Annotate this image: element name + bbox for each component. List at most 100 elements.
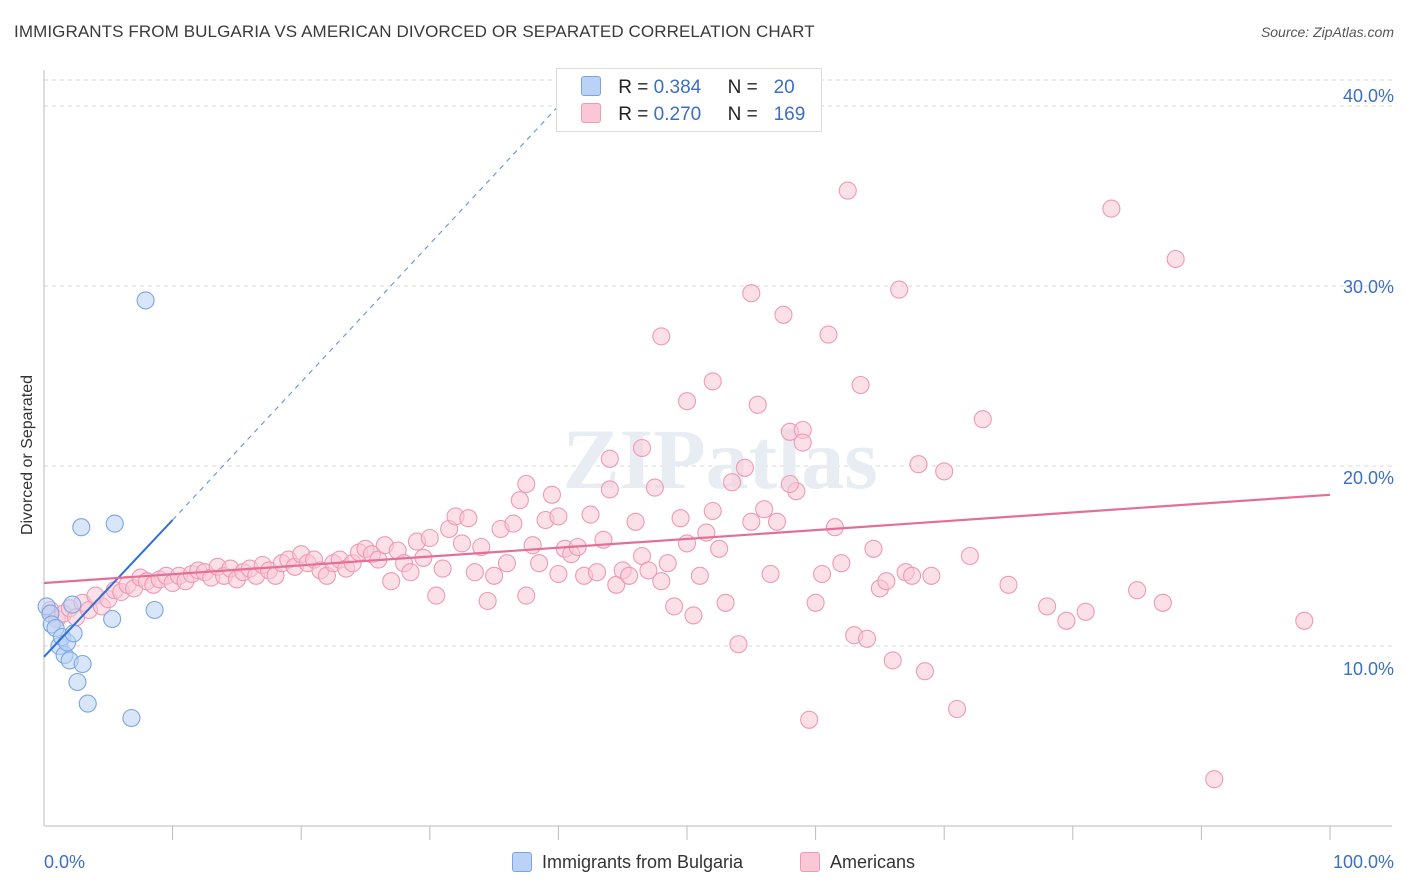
bulgaria-point xyxy=(68,672,87,692)
american-point xyxy=(774,305,793,324)
american-point xyxy=(600,449,619,468)
american-point xyxy=(690,566,709,585)
r-label: R = xyxy=(618,77,649,98)
axes xyxy=(43,70,1392,840)
trend-lines xyxy=(43,105,1331,658)
american-point xyxy=(485,566,504,585)
bulgaria-point xyxy=(73,654,92,674)
american-point xyxy=(517,474,536,494)
american-point xyxy=(857,629,877,648)
american-point xyxy=(452,534,472,553)
american-point xyxy=(382,572,401,591)
american-point xyxy=(825,518,844,537)
x-tick-min: 0.0% xyxy=(44,852,86,872)
american-point xyxy=(427,586,446,605)
american-point xyxy=(729,635,748,654)
american-point xyxy=(999,575,1018,594)
n-label: N = xyxy=(727,77,758,98)
american-point xyxy=(549,564,568,584)
american-point xyxy=(767,512,787,531)
american-point xyxy=(703,501,722,521)
american-point xyxy=(877,572,896,591)
legend-row-americans: R = 0.270 N = 169 xyxy=(581,103,805,126)
american-point xyxy=(960,546,979,566)
american-point xyxy=(639,561,658,580)
american-point xyxy=(497,554,517,573)
american-point xyxy=(780,474,799,494)
american-point xyxy=(890,280,909,299)
american-point xyxy=(523,536,542,555)
american-point xyxy=(838,181,857,200)
legend-swatch-blue xyxy=(581,76,601,96)
bulgaria-trend-extension xyxy=(172,105,559,521)
legend-item-americans: Americans xyxy=(800,852,915,873)
american-point xyxy=(652,327,671,346)
american-point xyxy=(909,455,928,474)
american-point xyxy=(626,512,645,531)
american-point xyxy=(819,325,838,344)
american-point xyxy=(542,485,562,504)
american-point xyxy=(973,410,992,429)
american-point xyxy=(465,563,484,582)
american-point xyxy=(581,505,600,524)
american-point xyxy=(684,606,703,625)
american-point xyxy=(922,566,941,585)
american-point xyxy=(902,566,922,585)
x-tick-max: 100.0% xyxy=(1332,852,1394,872)
american-point xyxy=(504,514,523,533)
american-point xyxy=(632,438,652,458)
americans-trend-line xyxy=(43,493,1331,585)
chart-title: IMMIGRANTS FROM BULGARIA VS AMERICAN DIV… xyxy=(14,22,815,41)
y-tick-40: 40.0% xyxy=(1342,86,1394,106)
bulgaria-point xyxy=(136,291,155,310)
bulgaria-trend-line xyxy=(43,519,174,658)
american-point xyxy=(703,372,722,391)
source-label: Source: ZipAtlas.com xyxy=(1260,24,1394,40)
american-point xyxy=(1102,199,1121,218)
american-point xyxy=(735,458,754,477)
bulgaria-point xyxy=(145,600,164,620)
american-point xyxy=(510,491,529,510)
bulgaria-points xyxy=(37,291,164,728)
american-point xyxy=(420,528,439,548)
american-point xyxy=(722,473,742,492)
american-point xyxy=(401,563,420,582)
american-point xyxy=(459,509,478,528)
american-point xyxy=(549,507,568,526)
y-tick-20: 20.0% xyxy=(1342,468,1394,488)
american-point xyxy=(806,593,825,612)
american-point xyxy=(742,512,761,531)
bulgaria-point xyxy=(105,514,124,533)
bulgaria-point xyxy=(78,694,97,713)
american-point xyxy=(761,564,780,584)
american-point xyxy=(1153,593,1172,612)
american-point xyxy=(587,563,607,582)
american-point xyxy=(832,554,851,573)
legend-label: Americans xyxy=(830,852,916,872)
american-point xyxy=(1038,597,1057,616)
american-point xyxy=(742,284,761,303)
american-point xyxy=(472,537,491,557)
american-point xyxy=(710,539,729,558)
bulgaria-point xyxy=(72,518,91,537)
y-axis-label: Divorced or Separated xyxy=(19,374,36,536)
y-tick-10: 10.0% xyxy=(1342,659,1394,679)
legend-swatch-blue xyxy=(512,852,532,872)
american-point xyxy=(530,554,549,573)
american-point xyxy=(1057,611,1076,630)
stats-legend: R = 0.384 N = 20 R = 0.270 N = 169 xyxy=(556,68,822,132)
american-point xyxy=(478,591,497,611)
r-label: R = xyxy=(618,104,649,125)
american-point xyxy=(935,462,954,481)
american-point xyxy=(645,478,664,497)
american-point xyxy=(652,572,671,591)
american-point xyxy=(1076,602,1095,621)
american-point xyxy=(1128,581,1147,600)
american-point xyxy=(748,395,767,414)
american-point xyxy=(517,586,536,605)
american-point xyxy=(812,564,832,584)
american-point xyxy=(665,597,684,616)
bulgaria-point xyxy=(63,595,82,614)
bulgaria-point xyxy=(122,708,141,728)
